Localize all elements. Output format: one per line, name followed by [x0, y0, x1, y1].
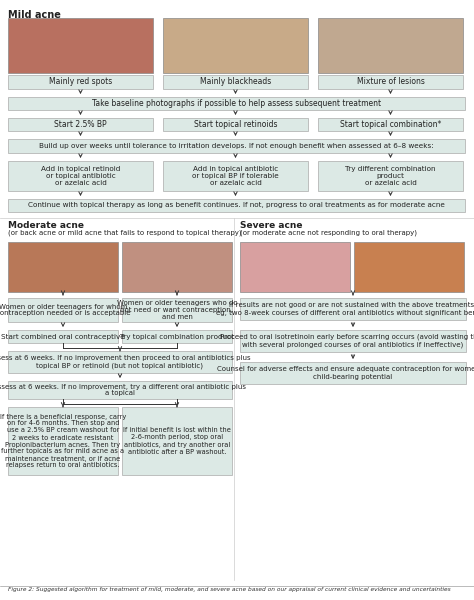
Text: Counsel for adverse effects and ensure adequate contraception for women of
child: Counsel for adverse effects and ensure a… [217, 367, 474, 379]
FancyBboxPatch shape [354, 242, 464, 292]
FancyBboxPatch shape [240, 362, 466, 384]
FancyBboxPatch shape [8, 75, 153, 89]
FancyBboxPatch shape [8, 118, 153, 131]
Text: If there is a beneficial response, carry
on for 4-6 months. Then stop and
use a : If there is a beneficial response, carry… [0, 413, 126, 469]
Text: Take baseline photographs if possible to help assess subsequent treatment: Take baseline photographs if possible to… [92, 99, 381, 108]
Text: Figure 2: Suggested algorithm for treatment of mild, moderate, and severe acne b: Figure 2: Suggested algorithm for treatm… [8, 587, 451, 592]
Text: Start topical retinoids: Start topical retinoids [194, 120, 277, 129]
FancyBboxPatch shape [8, 351, 232, 373]
Text: (or back acne or mild acne that fails to respond to topical therapy): (or back acne or mild acne that fails to… [8, 230, 242, 236]
FancyBboxPatch shape [8, 18, 153, 73]
Text: Assess at 6 weeks. If no improvement, try a different oral antibiotic plus
a top: Assess at 6 weeks. If no improvement, tr… [0, 383, 246, 397]
FancyBboxPatch shape [8, 330, 118, 343]
Text: If results are not good or are not sustained with the above treatments–
eg, two : If results are not good or are not susta… [216, 302, 474, 316]
Text: Start 2.5% BP: Start 2.5% BP [54, 120, 107, 129]
Text: If initial benefit is lost within the
2-6-month period, stop oral
antibiotics, a: If initial benefit is lost within the 2-… [123, 427, 231, 455]
FancyBboxPatch shape [8, 139, 465, 153]
FancyBboxPatch shape [163, 161, 308, 191]
FancyBboxPatch shape [8, 381, 232, 399]
FancyBboxPatch shape [8, 242, 118, 292]
Text: Build up over weeks until tolerance to irritation develops. If not enough benefi: Build up over weeks until tolerance to i… [39, 143, 434, 149]
FancyBboxPatch shape [318, 161, 463, 191]
FancyBboxPatch shape [240, 330, 466, 352]
FancyBboxPatch shape [163, 75, 308, 89]
FancyBboxPatch shape [163, 18, 308, 73]
FancyBboxPatch shape [318, 75, 463, 89]
Text: Mild acne: Mild acne [8, 10, 61, 20]
Text: (or moderate acne not responding to oral therapy): (or moderate acne not responding to oral… [240, 230, 417, 236]
FancyBboxPatch shape [163, 118, 308, 131]
FancyBboxPatch shape [8, 298, 118, 322]
Text: Continue with topical therapy as long as benefit continues. If not, progress to : Continue with topical therapy as long as… [28, 202, 445, 208]
FancyBboxPatch shape [122, 298, 232, 322]
Text: Assess at 6 weeks. If no improvement then proceed to oral antibiotics plus
topic: Assess at 6 weeks. If no improvement the… [0, 355, 251, 369]
FancyBboxPatch shape [122, 407, 232, 475]
FancyBboxPatch shape [8, 97, 465, 110]
Text: Moderate acne: Moderate acne [8, 221, 84, 230]
Text: Mixture of lesions: Mixture of lesions [356, 77, 424, 86]
Text: Try topical combination product: Try topical combination product [120, 334, 234, 340]
Text: Proceed to oral isotretinoin early before scarring occurs (avoid wasting time
wi: Proceed to oral isotretinoin early befor… [220, 334, 474, 348]
Text: Mainly blackheads: Mainly blackheads [200, 77, 271, 86]
FancyBboxPatch shape [240, 298, 466, 320]
FancyBboxPatch shape [8, 161, 153, 191]
FancyBboxPatch shape [318, 18, 463, 73]
Text: Add in topical antibiotic
or topical BP if tolerable
or azelaic acid: Add in topical antibiotic or topical BP … [192, 166, 279, 186]
FancyBboxPatch shape [240, 242, 350, 292]
Text: Severe acne: Severe acne [240, 221, 302, 230]
Text: Start combined oral contraceptive: Start combined oral contraceptive [1, 334, 125, 340]
FancyBboxPatch shape [8, 199, 465, 212]
Text: Try different combination
product
or azelaic acid: Try different combination product or aze… [345, 166, 436, 186]
FancyBboxPatch shape [8, 407, 118, 475]
FancyBboxPatch shape [122, 330, 232, 343]
Text: Women or older teenagers for whom
contraception needed or is acceptable: Women or older teenagers for whom contra… [0, 304, 130, 317]
Text: Mainly red spots: Mainly red spots [49, 77, 112, 86]
Text: Add in topical retinoid
or topical antibiotic
or azelaic acid: Add in topical retinoid or topical antib… [41, 166, 120, 186]
Text: Start topical combination*: Start topical combination* [340, 120, 441, 129]
Text: Women or older teenagers who do
not need or want contraception,
and men: Women or older teenagers who do not need… [117, 300, 237, 320]
FancyBboxPatch shape [318, 118, 463, 131]
FancyBboxPatch shape [122, 242, 232, 292]
